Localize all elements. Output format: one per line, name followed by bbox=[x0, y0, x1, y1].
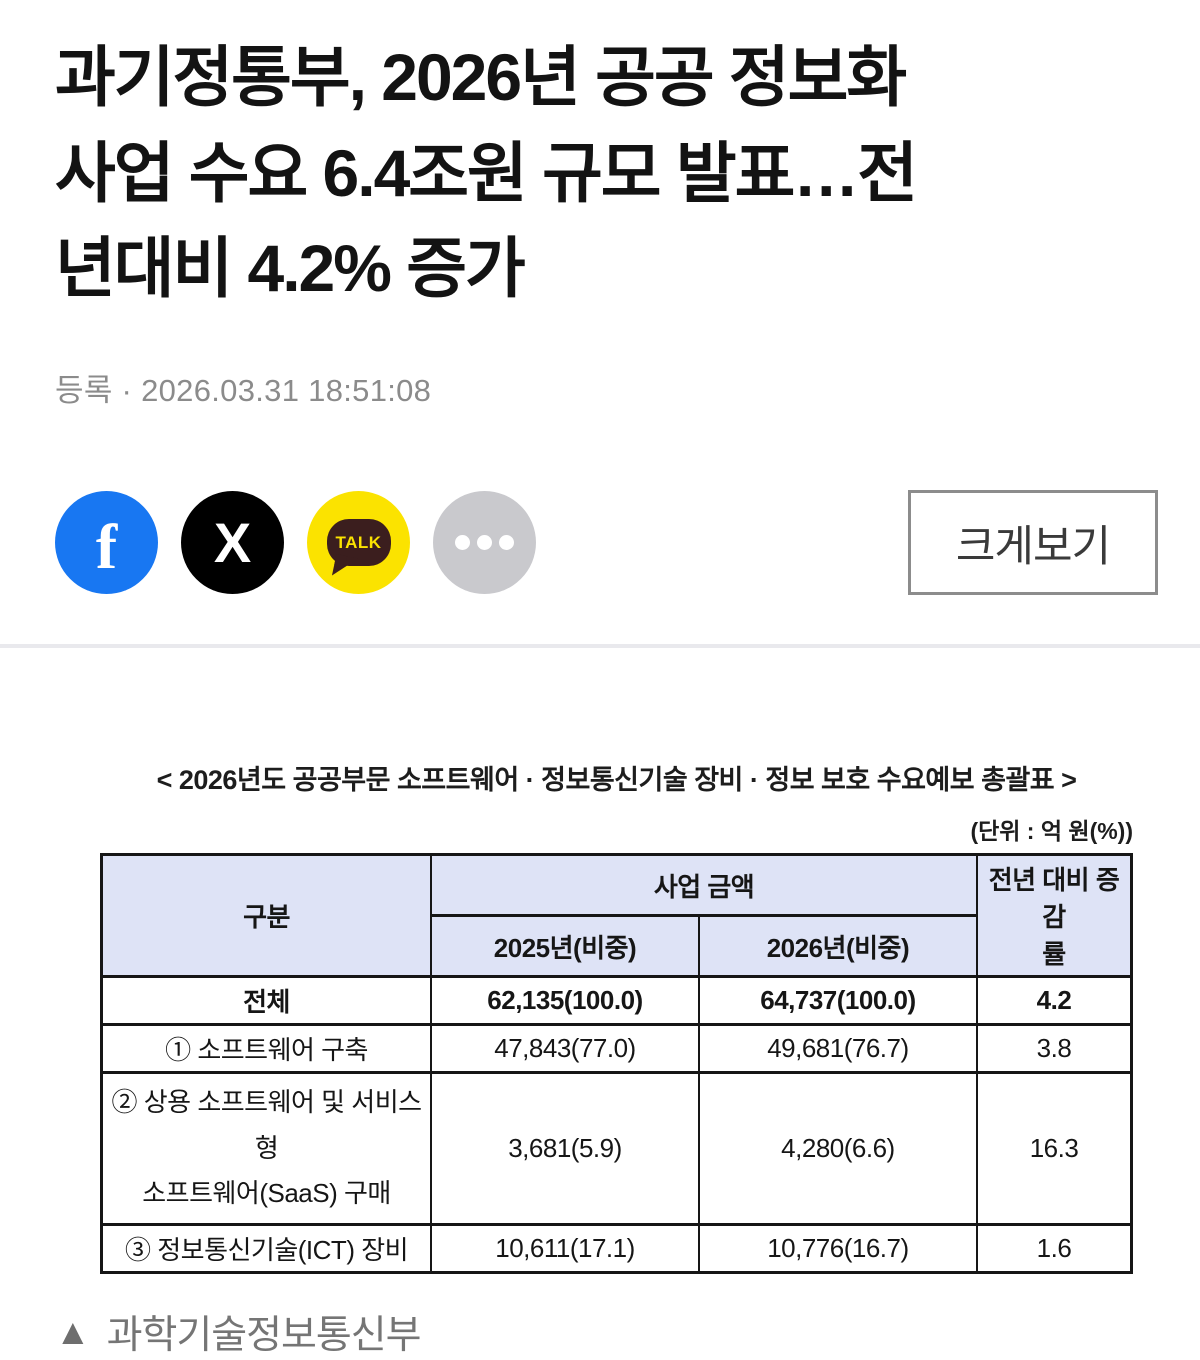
content-divider bbox=[0, 644, 1200, 649]
article-headline: 과기정통부, 2026년 공공 정보화 사업 수요 6.4조원 규모 발표…전 … bbox=[55, 30, 1145, 317]
table-row-software-build: ① 소프트웨어 구축 47,843(77.0) 49,681(76.7) 3.8 bbox=[100, 1023, 1133, 1074]
cell-change: 1.6 bbox=[975, 1223, 1133, 1274]
table-row-commercial-software: ② 상용 소프트웨어 및 서비스형 소프트웨어(SaaS) 구매 3,681(5… bbox=[100, 1071, 1133, 1226]
cell-2026: 4,280(6.6) bbox=[697, 1071, 978, 1226]
cell-2025: 62,135(100.0) bbox=[430, 975, 700, 1026]
column-header-2025: 2025년(비중) bbox=[430, 914, 700, 978]
cell-category: ① 소프트웨어 구축 bbox=[100, 1023, 433, 1074]
cell-category: 전체 bbox=[100, 975, 433, 1026]
facebook-icon: f bbox=[95, 510, 118, 582]
figure-table-title: < 2026년도 공공부문 소프트웨어 · 정보통신기술 장비 · 정보 보호 … bbox=[156, 765, 1077, 796]
column-header-category: 구분 bbox=[100, 853, 433, 978]
x-icon: X bbox=[213, 511, 252, 575]
column-header-amount-group: 사업 금액 bbox=[430, 853, 978, 917]
cell-change: 16.3 bbox=[975, 1071, 1133, 1226]
cell-category: ② 상용 소프트웨어 및 서비스형 소프트웨어(SaaS) 구매 bbox=[100, 1071, 433, 1226]
more-share-button[interactable] bbox=[433, 491, 536, 595]
table-row-ict-equipment: ③ 정보통신기술(ICT) 장비 10,611(17.1) 10,776(16.… bbox=[100, 1223, 1133, 1274]
figure-unit-note: (단위 : 억 원(%)) bbox=[970, 818, 1133, 845]
cell-2025: 47,843(77.0) bbox=[430, 1023, 700, 1074]
facebook-share-button[interactable]: f bbox=[55, 491, 158, 595]
view-larger-button[interactable]: 크게보기 bbox=[908, 490, 1158, 596]
cell-change: 3.8 bbox=[975, 1023, 1133, 1074]
article-page: 과기정통부, 2026년 공공 정보화 사업 수요 6.4조원 규모 발표…전 … bbox=[0, 30, 1200, 1360]
photo-caption-text: 과학기술정보통신부 bbox=[106, 1313, 422, 1357]
cell-2026: 49,681(76.7) bbox=[697, 1023, 978, 1074]
forecast-table: 구분 사업 금액 전년 대비 증감 률 2025년(비중) 2026년(비중) … bbox=[100, 853, 1133, 1274]
share-toolbar: f X TALK 크게보기 bbox=[55, 490, 1158, 596]
table-header-row-2: 2025년(비중) 2026년(비중) bbox=[101, 914, 1132, 978]
kakaotalk-share-button[interactable]: TALK bbox=[307, 491, 410, 595]
column-header-2026: 2026년(비중) bbox=[697, 914, 978, 978]
photo-caption: ▲ 과학기술정보통신부 bbox=[55, 1304, 1145, 1360]
table-header-row-1: 구분 사업 금액 전년 대비 증감 률 bbox=[100, 853, 1133, 978]
kakaotalk-icon-label: TALK bbox=[335, 532, 382, 552]
cell-change: 4.2 bbox=[975, 975, 1133, 1026]
headline-line-3: 년대비 4.2% 증가 bbox=[55, 231, 526, 306]
up-triangle-marker: ▲ bbox=[55, 1310, 91, 1352]
headline-line-2: 사업 수요 6.4조원 규모 발표…전 bbox=[55, 135, 918, 210]
x-share-button[interactable]: X bbox=[181, 491, 284, 595]
column-header-change: 전년 대비 증감 률 bbox=[975, 853, 1133, 978]
cell-2025: 3,681(5.9) bbox=[430, 1071, 700, 1226]
article-publish-meta: 등록 · 2026.03.31 18:51:08 bbox=[55, 373, 432, 409]
table-row-total: 전체 62,135(100.0) 64,737(100.0) 4.2 bbox=[100, 975, 1133, 1026]
embedded-figure: < 2026년도 공공부문 소프트웨어 · 정보통신기술 장비 · 정보 보호 … bbox=[100, 758, 1133, 1274]
cell-category: ③ 정보통신기술(ICT) 장비 bbox=[100, 1223, 433, 1274]
more-options-icon bbox=[455, 535, 514, 551]
cell-2026: 64,737(100.0) bbox=[697, 975, 978, 1026]
cell-2025: 10,611(17.1) bbox=[430, 1223, 700, 1274]
cell-2026: 10,776(16.7) bbox=[697, 1223, 978, 1274]
kakaotalk-icon: TALK bbox=[326, 519, 391, 567]
headline-line-1: 과기정통부, 2026년 공공 정보화 bbox=[55, 40, 907, 114]
